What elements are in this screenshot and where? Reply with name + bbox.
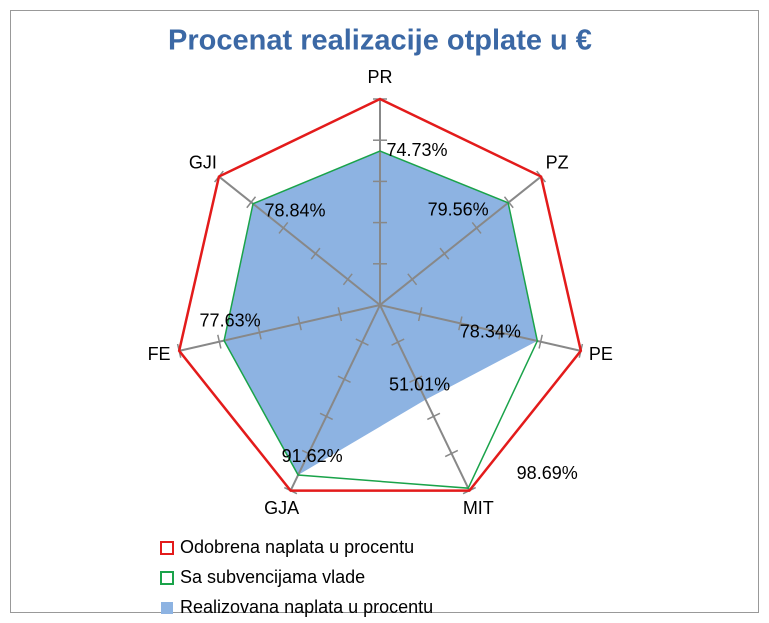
category-label: GJI: [189, 152, 217, 172]
tick-mark: [337, 307, 343, 322]
chart-title: Procenat realizacije otplate u €: [168, 25, 592, 57]
data-label: 51.01%: [389, 374, 450, 394]
category-label: PE: [589, 344, 613, 364]
spoke: [218, 175, 381, 306]
category-label: MIT: [463, 498, 494, 518]
tick-mark: [426, 412, 441, 421]
data-label: 91.62%: [282, 446, 343, 466]
tick-mark: [246, 196, 257, 209]
tick-mark: [471, 221, 482, 234]
tick-mark: [417, 307, 423, 322]
legend-label: Realizovana naplata u procentu: [180, 597, 433, 617]
series-line: [177, 97, 583, 492]
legend-swatch: [160, 541, 174, 555]
tick-mark: [355, 338, 369, 346]
tick-mark: [342, 273, 353, 286]
legend-swatch: [160, 571, 174, 585]
legend-label: Sa subvencijama vlade: [180, 567, 365, 587]
tick-mark: [297, 316, 302, 331]
category-label: GJA: [264, 498, 299, 518]
tick-mark: [217, 334, 222, 349]
series-line: [223, 150, 539, 489]
legend-swatch: [161, 602, 173, 614]
data-label: 74.73%: [386, 140, 447, 160]
category-label: PZ: [546, 152, 569, 172]
tick-mark: [301, 449, 316, 458]
series-area: [224, 151, 538, 476]
tick-mark: [444, 449, 459, 458]
tick-mark: [337, 375, 351, 383]
category-label: PR: [367, 67, 392, 87]
data-label: 78.84%: [264, 200, 325, 220]
spoke: [379, 304, 582, 352]
tick-mark: [391, 338, 405, 346]
category-label: FE: [148, 344, 171, 364]
tick-mark: [257, 325, 262, 340]
data-label: 98.69%: [517, 463, 578, 483]
tick-mark: [310, 247, 321, 260]
tick-mark: [439, 247, 450, 260]
tick-mark: [278, 221, 289, 234]
tick-mark: [538, 334, 543, 349]
spoke: [379, 175, 542, 306]
tick-mark: [409, 375, 423, 383]
spoke: [379, 304, 471, 492]
tick-mark: [407, 273, 418, 286]
tick-mark: [458, 316, 463, 331]
data-label: 78.34%: [460, 322, 521, 342]
legend-label: Odobrena naplata u procentu: [180, 537, 414, 557]
data-label: 77.63%: [200, 310, 261, 330]
tick-mark: [319, 412, 334, 421]
data-label: 79.56%: [428, 200, 489, 220]
tick-mark: [503, 196, 514, 209]
tick-mark: [498, 325, 503, 340]
spoke: [178, 304, 381, 352]
spoke: [289, 304, 381, 492]
